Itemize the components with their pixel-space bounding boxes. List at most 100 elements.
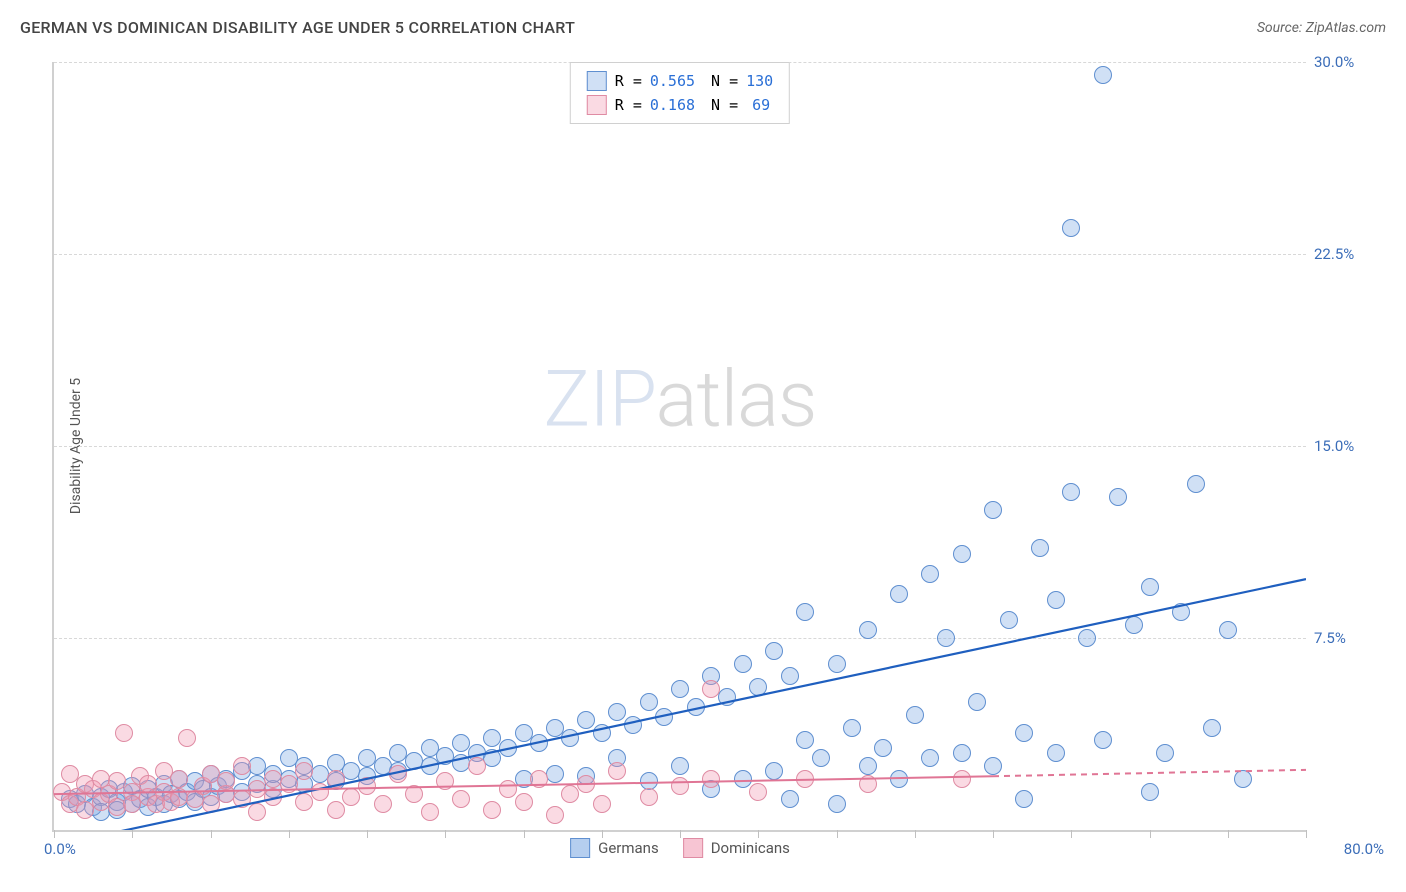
gridline [54,638,1306,639]
data-point [671,757,689,775]
data-point [734,655,752,673]
data-point [1015,790,1033,808]
swatch-dominicans [587,95,607,115]
x-tick [915,830,916,838]
data-point [452,790,470,808]
data-point [483,801,501,819]
chart-source: Source: ZipAtlas.com [1257,20,1386,36]
data-point [859,757,877,775]
x-tick [1306,830,1307,838]
data-point [796,603,814,621]
data-point [561,785,579,803]
data-point [1203,719,1221,737]
data-point [295,793,313,811]
data-point [687,698,705,716]
data-point [421,757,439,775]
data-point [170,770,188,788]
x-max-label: 80.0% [1344,840,1384,858]
y-tick-label: 15.0% [1314,437,1384,455]
data-point [921,749,939,767]
data-point [264,788,282,806]
data-point [796,731,814,749]
data-point [655,708,673,726]
data-point [921,565,939,583]
data-point [937,629,955,647]
watermark-part1: ZIP [544,354,656,445]
data-point [1156,744,1174,762]
x-tick [211,830,212,838]
data-point [640,693,658,711]
data-point [217,772,235,790]
data-point [890,585,908,603]
data-point [1187,475,1205,493]
data-point [468,757,486,775]
data-point [1062,219,1080,237]
data-point [1062,483,1080,501]
data-point [702,770,720,788]
data-point [389,765,407,783]
x-min-label: 0.0% [44,840,76,858]
data-point [311,783,329,801]
data-point [874,739,892,757]
data-point [577,775,595,793]
data-point [358,777,376,795]
y-tick-label: 7.5% [1314,629,1384,647]
data-point [781,667,799,685]
legend-swatch-dominicans [683,838,703,858]
data-point [577,711,595,729]
data-point [765,762,783,780]
x-tick [524,830,525,838]
data-point [608,762,626,780]
legend-label-germans: Germans [598,839,659,857]
data-point [115,724,133,742]
data-point [640,788,658,806]
data-point [624,716,642,734]
data-point [1219,621,1237,639]
x-tick [680,830,681,838]
data-point [1234,770,1252,788]
data-point [812,749,830,767]
data-point [530,770,548,788]
plot-area: ZIPatlas 7.5%15.0%22.5%30.0% R = 0.565 N… [52,62,1306,832]
data-point [890,770,908,788]
data-point [530,734,548,752]
data-point [953,744,971,762]
legend-item-dominicans: Dominicans [683,838,790,858]
data-point [796,770,814,788]
x-tick [132,830,133,838]
data-point [1125,616,1143,634]
x-tick [445,830,446,838]
data-point [1031,539,1049,557]
legend-series: Germans Dominicans [570,838,790,858]
data-point [828,655,846,673]
data-point [828,795,846,813]
swatch-germans [587,71,607,91]
data-point [749,783,767,801]
data-point [178,729,196,747]
data-point [1172,603,1190,621]
data-point [859,775,877,793]
data-point [608,703,626,721]
y-tick-label: 22.5% [1314,245,1384,263]
data-point [734,770,752,788]
data-point [1094,731,1112,749]
data-point [295,762,313,780]
y-tick-label: 30.0% [1314,53,1384,71]
data-point [781,790,799,808]
data-point [327,801,345,819]
data-point [953,545,971,563]
watermark: ZIPatlas [544,354,817,445]
data-point [984,501,1002,519]
data-point [1047,744,1065,762]
data-point [499,739,517,757]
data-point [233,757,251,775]
data-point [1141,578,1159,596]
legend-stats-row-germans: R = 0.565 N = 130 [587,69,773,93]
data-point [593,795,611,813]
x-tick [837,830,838,838]
x-tick [1228,830,1229,838]
data-point [436,772,454,790]
gridline [54,254,1306,255]
chart-header: GERMAN VS DOMINICAN DISABILITY AGE UNDER… [20,18,1386,37]
chart-title: GERMAN VS DOMINICAN DISABILITY AGE UNDER… [20,18,575,37]
